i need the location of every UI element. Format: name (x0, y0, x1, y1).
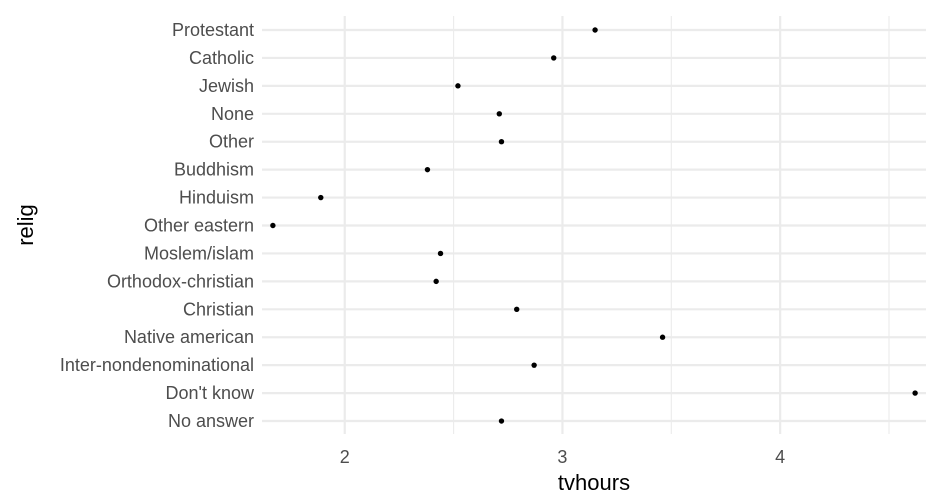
y-tick-label: Moslem/islam (144, 243, 254, 263)
y-tick-label: Christian (183, 299, 254, 319)
y-tick-label: Catholic (189, 48, 254, 68)
data-point (912, 390, 918, 396)
y-tick-label: Buddhism (174, 160, 254, 180)
data-point (551, 55, 557, 61)
data-point (433, 278, 439, 285)
data-point (514, 306, 520, 312)
data-point (437, 250, 444, 257)
x-tick-label: 3 (557, 447, 567, 467)
y-tick-label: Native american (124, 327, 254, 347)
data-point (498, 418, 505, 424)
y-tick-label: Inter-nondenominational (60, 355, 254, 375)
data-point (592, 27, 598, 33)
y-axis-title: relig (13, 204, 38, 246)
x-tick-label: 2 (340, 447, 350, 467)
y-tick-label: Protestant (172, 20, 254, 40)
data-point (318, 194, 324, 201)
x-axis-ticks: 2 3 4 (340, 447, 785, 467)
data-point (496, 111, 502, 117)
y-tick-label: Orthodox-christian (107, 271, 254, 291)
y-tick-label: Other (209, 132, 254, 152)
y-tick-label: Other eastern (144, 216, 254, 236)
grid (262, 16, 926, 434)
data-point (531, 362, 537, 368)
data-points (270, 27, 918, 424)
y-tick-label: No answer (168, 411, 254, 431)
y-tick-label: Hinduism (179, 188, 254, 208)
data-point (455, 83, 461, 89)
y-axis-ticks: Protestant Catholic Jewish None Other Buddhis… (60, 20, 255, 431)
y-tick-label: Jewish (199, 76, 254, 96)
data-point (424, 166, 431, 173)
data-point (659, 334, 666, 340)
data-point (270, 222, 276, 229)
y-tick-label: None (211, 104, 254, 124)
x-tick-label: 4 (775, 447, 785, 467)
y-tick-label: Don't know (166, 383, 255, 403)
data-point (498, 139, 505, 145)
x-axis-title: tvhours (558, 470, 630, 495)
